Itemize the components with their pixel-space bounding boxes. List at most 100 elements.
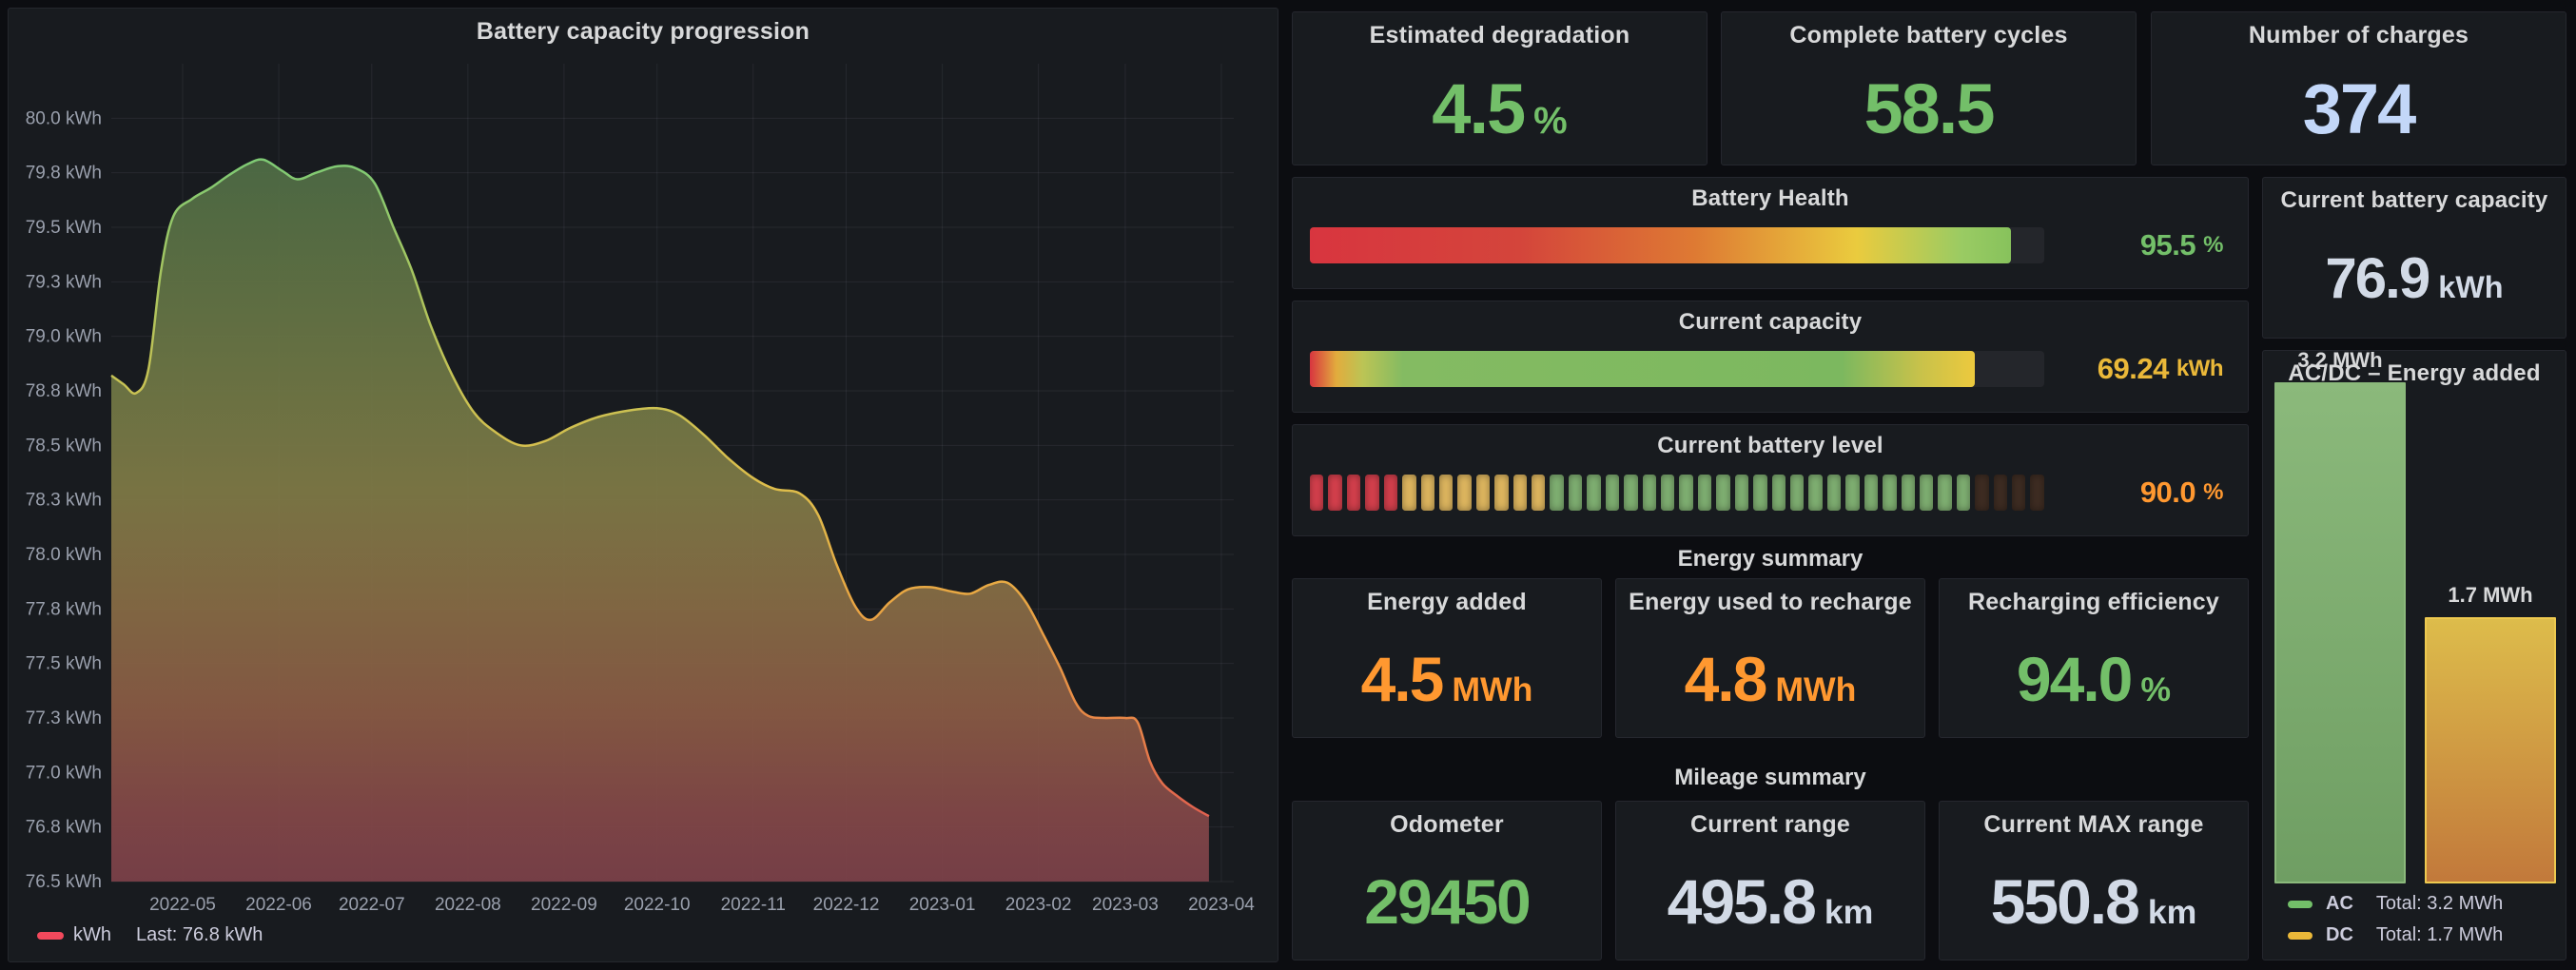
number-of-charges-panel: Number of charges 374 [2151,11,2566,165]
led-cell [1883,475,1896,511]
stat-value: 58.5 [1864,74,1993,145]
led-cell [1772,475,1786,511]
svg-text:77.3 kWh: 77.3 kWh [26,708,102,728]
led-cell [1643,475,1656,511]
battery-level-gauge [1310,475,2044,511]
led-cell [1347,475,1360,511]
led-cell [1494,475,1508,511]
svg-text:2022-05: 2022-05 [149,895,216,915]
gauge-fill [1310,227,2011,263]
energy-used-panel: Energy used to recharge 4.8MWh [1615,578,1925,738]
current-range-panel: Current range 495.8km [1615,801,1925,960]
current-capacity-gauge [1310,351,2044,387]
legend-item-dc[interactable]: DC Total: 1.7 MWh [2288,924,2503,946]
acdc-bar-chart[interactable]: 3.2 MWh 1.7 MWh [2274,351,2556,883]
svg-text:78.5 kWh: 78.5 kWh [26,436,102,456]
svg-text:2022-09: 2022-09 [531,895,597,915]
svg-text:77.5 kWh: 77.5 kWh [26,654,102,674]
led-cell [1310,475,1323,511]
gauge-value: 69.24kWh [2098,351,2223,387]
led-cell [1790,475,1804,511]
svg-text:2022-11: 2022-11 [721,895,786,915]
gauge-value: 95.5% [2140,227,2223,263]
led-cell [1679,475,1692,511]
svg-text:2023-03: 2023-03 [1092,895,1159,915]
stat-title: Estimated degradation [1293,22,1707,49]
led-cell [1938,475,1951,511]
svg-text:78.0 kWh: 78.0 kWh [26,545,102,565]
battery-level-panel: Current battery level 90.0% [1292,424,2249,536]
svg-text:80.0 kWh: 80.0 kWh [26,108,102,128]
led-cell [1402,475,1415,511]
led-cell [1421,475,1434,511]
led-cell [1994,475,2007,511]
current-max-range-panel: Current MAX range 550.8km [1939,801,2249,960]
led-cell [1735,475,1748,511]
energy-added-panel: Energy added 4.5MWh [1292,578,1602,738]
odometer-panel: Odometer 29450 [1292,801,1602,960]
capacity-area [111,160,1209,882]
current-battery-capacity-panel: Current battery capacity 76.9kWh [2262,177,2566,339]
stat-value: 495.8km [1668,870,1874,933]
chart-title: Battery capacity progression [9,18,1278,46]
svg-text:2022-07: 2022-07 [339,895,405,915]
svg-text:2023-04: 2023-04 [1188,895,1255,915]
stat-value: 550.8km [1991,870,2197,933]
gauge-fill [1310,351,1975,387]
stat-title: Number of charges [2152,22,2566,49]
svg-text:2022-12: 2022-12 [813,895,880,915]
gauge-title: Battery Health [1293,185,2248,212]
led-cell [1569,475,1582,511]
svg-text:78.8 kWh: 78.8 kWh [26,381,102,401]
legend-last-value: Last: 76.8 kWh [136,924,263,946]
stat-value: 4.5MWh [1361,648,1533,710]
stat-title: Odometer [1293,811,1601,839]
stat-title: Energy used to recharge [1616,589,1924,616]
svg-text:77.0 kWh: 77.0 kWh [26,763,102,783]
led-cell [1808,475,1822,511]
row-header-mileage-summary[interactable]: Mileage summary [1292,761,2249,795]
led-cell [1457,475,1471,511]
dc-legend-swatch [2288,932,2313,940]
gauge-value: 90.0% [2140,475,2223,511]
gauge-title: Current battery level [1293,433,2248,459]
led-cell [1864,475,1878,511]
led-cell [2030,475,2043,511]
current-capacity-panel: Current capacity 69.24kWh [1292,301,2249,413]
recharging-efficiency-panel: Recharging efficiency 94.0% [1939,578,2249,738]
led-cell [1753,475,1766,511]
ac-legend-total: Total: 3.2 MWh [2376,893,2503,915]
led-cell [1716,475,1729,511]
chart-legend[interactable]: kWh Last: 76.8 kWh [37,924,263,946]
row-header-energy-summary[interactable]: Energy summary [1292,542,2249,576]
estimated-degradation-panel: Estimated degradation 4.5% [1292,11,1708,165]
gauge-title: Current capacity [1293,309,2248,336]
svg-text:2022-06: 2022-06 [245,895,312,915]
svg-text:2023-01: 2023-01 [909,895,976,915]
led-cell [1661,475,1674,511]
stat-title: Recharging efficiency [1940,589,2248,616]
dc-legend-label: DC [2326,924,2353,946]
led-cell [1384,475,1397,511]
y-axis-labels: 80.0 kWh79.8 kWh79.5 kWh79.3 kWh79.0 kWh… [26,108,102,892]
dc-bar[interactable] [2425,617,2556,883]
stat-title: Energy added [1293,589,1601,616]
legend-swatch [37,932,64,940]
battery-capacity-chart[interactable]: 80.0 kWh79.8 kWh79.5 kWh79.3 kWh79.0 kWh… [9,9,1279,963]
stat-title: Current range [1616,811,1924,839]
battery-cycles-panel: Complete battery cycles 58.5 [1721,11,2137,165]
led-cell [1845,475,1859,511]
led-cell [1902,475,1915,511]
stat-value: 29450 [1364,870,1530,933]
legend-item-ac[interactable]: AC Total: 3.2 MWh [2288,893,2503,915]
acdc-legend: AC Total: 3.2 MWh DC Total: 1.7 MWh [2288,893,2503,946]
stat-value: 4.8MWh [1685,648,1857,710]
led-cell [1550,475,1563,511]
led-cell [1920,475,1933,511]
led-cell [1624,475,1637,511]
led-cell [1827,475,1841,511]
svg-text:2022-10: 2022-10 [624,895,691,915]
svg-text:79.8 kWh: 79.8 kWh [26,164,102,184]
ac-bar[interactable] [2274,382,2406,883]
led-cell [1513,475,1527,511]
